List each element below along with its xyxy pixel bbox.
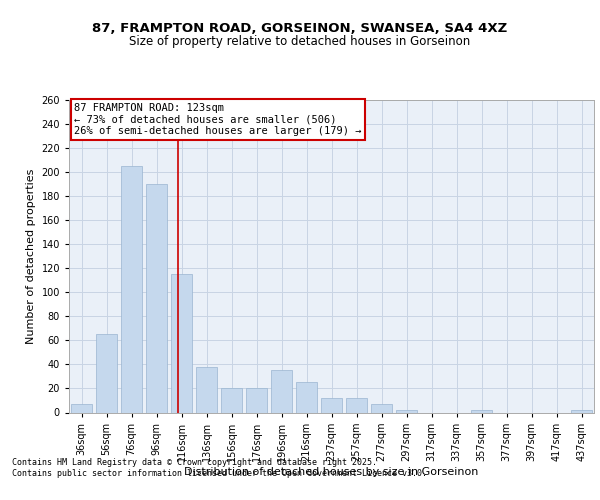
Bar: [296, 382, 317, 412]
Text: 87 FRAMPTON ROAD: 123sqm
← 73% of detached houses are smaller (506)
26% of semi-: 87 FRAMPTON ROAD: 123sqm ← 73% of detach…: [74, 103, 362, 136]
Bar: [121, 166, 142, 412]
Bar: [471, 410, 492, 412]
Bar: [371, 404, 392, 412]
Bar: [396, 410, 417, 412]
Bar: [321, 398, 342, 412]
Bar: [171, 274, 192, 412]
Text: Contains HM Land Registry data © Crown copyright and database right 2025.: Contains HM Land Registry data © Crown c…: [12, 458, 377, 467]
Bar: [246, 388, 267, 412]
Bar: [71, 404, 92, 412]
Text: Contains public sector information licensed under the Open Government Licence v3: Contains public sector information licen…: [12, 470, 427, 478]
Bar: [96, 334, 117, 412]
Bar: [146, 184, 167, 412]
Bar: [571, 410, 592, 412]
Bar: [346, 398, 367, 412]
Bar: [271, 370, 292, 412]
Bar: [196, 367, 217, 412]
Text: 87, FRAMPTON ROAD, GORSEINON, SWANSEA, SA4 4XZ: 87, FRAMPTON ROAD, GORSEINON, SWANSEA, S…: [92, 22, 508, 36]
X-axis label: Distribution of detached houses by size in Gorseinon: Distribution of detached houses by size …: [184, 466, 479, 476]
Y-axis label: Number of detached properties: Number of detached properties: [26, 168, 36, 344]
Bar: [221, 388, 242, 412]
Text: Size of property relative to detached houses in Gorseinon: Size of property relative to detached ho…: [130, 35, 470, 48]
